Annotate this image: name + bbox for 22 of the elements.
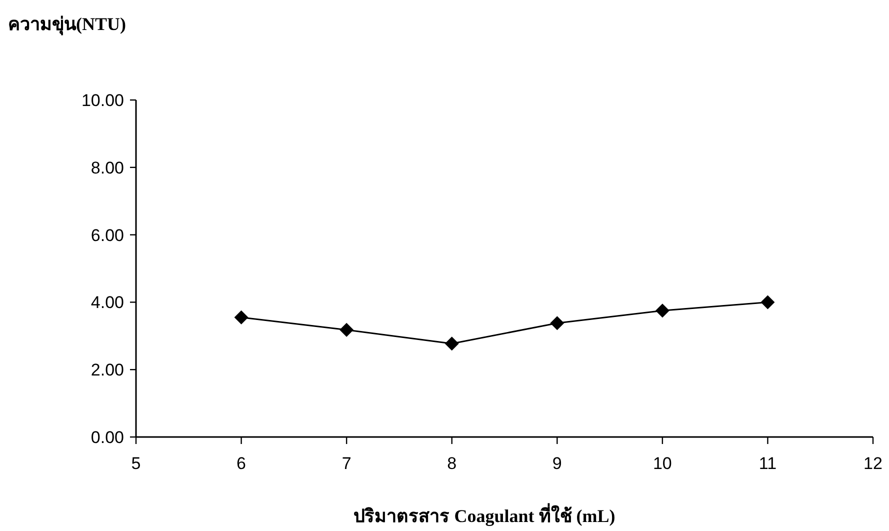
point	[234, 310, 248, 324]
y-tick-label: 4.00	[90, 293, 124, 312]
x-tick-label: 12	[864, 454, 882, 473]
point	[340, 322, 354, 337]
x-tick-label: 5	[131, 454, 141, 473]
point	[444, 336, 459, 351]
y-tick-label: 0.00	[90, 428, 124, 447]
y-tick-label: 6.00	[90, 226, 124, 245]
x-axis-title: ปริมาตรสาร Coagulant ที่ใช้ (mL)	[354, 503, 616, 526]
x-tick-label: 9	[552, 454, 562, 473]
x-tick-label: 7	[342, 454, 352, 473]
y-axis-title: ความขุ่น(NTU)	[8, 14, 126, 36]
y-tick-label: 10.00	[81, 91, 124, 110]
x-tick-label: 11	[758, 454, 777, 473]
y-tick-label: 8.00	[90, 158, 124, 178]
point	[655, 304, 670, 318]
x-tick-label: 10	[652, 454, 672, 473]
point	[760, 295, 775, 310]
y-tick-label: 2.00	[90, 360, 124, 380]
x-tick-label: 8	[447, 454, 457, 473]
x-tick-label: 6	[236, 454, 246, 473]
point	[550, 316, 564, 330]
